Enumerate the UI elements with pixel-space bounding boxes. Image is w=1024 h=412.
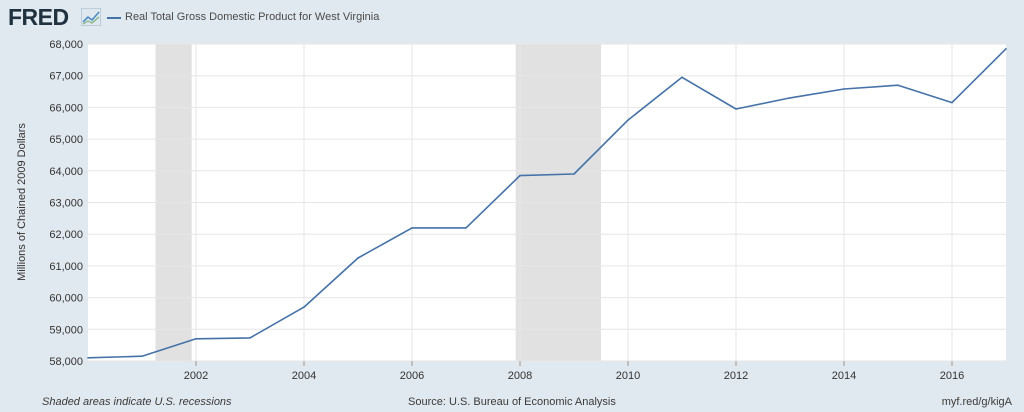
legend-label[interactable]: Real Total Gross Domestic Product for We… [125,11,380,23]
y-tick-label: 64,000 [49,166,83,178]
data-point-2006[interactable] [411,227,413,229]
recession-note: Shaded areas indicate U.S. recessions [42,396,232,408]
data-point-2016[interactable] [951,101,953,104]
data-point-2002[interactable] [195,338,197,340]
data-point-2009[interactable] [573,173,575,175]
y-tick-label: 61,000 [49,261,83,273]
y-axis-ticks: 58,000 59,000 60,000 61,000 62,000 63,000 64,0… [49,39,83,368]
source-text: Source: U.S. Bureau of Economic Analysis [408,396,616,408]
x-tick-label: 2014 [832,370,856,382]
x-tick-label: 2006 [400,370,424,382]
x-tick-label: 2002 [184,370,208,382]
x-tick-label: 2010 [616,370,640,382]
x-tick-label: 2012 [724,370,748,382]
data-point-2015[interactable] [897,84,899,87]
x-tick-label: 2008 [508,370,532,382]
data-point-2013[interactable] [789,97,791,99]
data-point-2012[interactable] [735,108,737,110]
data-point-2014[interactable] [843,88,845,90]
legend-line-swatch [107,17,121,19]
y-tick-label: 67,000 [49,71,83,83]
y-tick-label: 59,000 [49,324,83,336]
data-point-2007[interactable] [465,227,467,229]
y-tick-label: 65,000 [49,134,83,146]
fred-logo[interactable]: FRED [8,4,69,30]
data-point-2005[interactable] [357,257,359,259]
data-point-2017[interactable] [1005,47,1007,50]
series-lines [87,47,1007,359]
y-tick-label: 58,000 [49,356,83,368]
series-line-0[interactable] [87,48,1007,359]
data-point-2010[interactable] [627,119,629,121]
y-tick-label: 62,000 [49,229,83,241]
x-tick-label: 2004 [292,370,316,382]
fred-chart-icon [81,8,101,26]
y-tick-label: 68,000 [49,39,83,51]
x-axis-ticks: 2002 2004 2006 2008 2010 2012 2014 2016 [184,361,964,382]
data-point-2008[interactable] [519,174,521,177]
y-axis-label: Millions of Chained 2009 Dollars [16,123,28,281]
data-point-2003[interactable] [249,337,251,339]
chart-header: FRED Real Total Gross Domestic Product f… [0,0,1024,36]
data-point-2001[interactable] [141,355,143,358]
y-tick-label: 63,000 [49,198,83,210]
x-tick-label: 2016 [940,370,964,382]
y-tick-label: 66,000 [49,102,83,114]
gridlines [88,43,1006,362]
short-link[interactable]: myf.red/g/kigA [941,396,1012,408]
y-tick-label: 60,000 [49,293,83,305]
data-point-2004[interactable] [303,306,305,308]
data-point-2011[interactable] [681,76,683,79]
data-point-2000[interactable] [87,357,89,359]
